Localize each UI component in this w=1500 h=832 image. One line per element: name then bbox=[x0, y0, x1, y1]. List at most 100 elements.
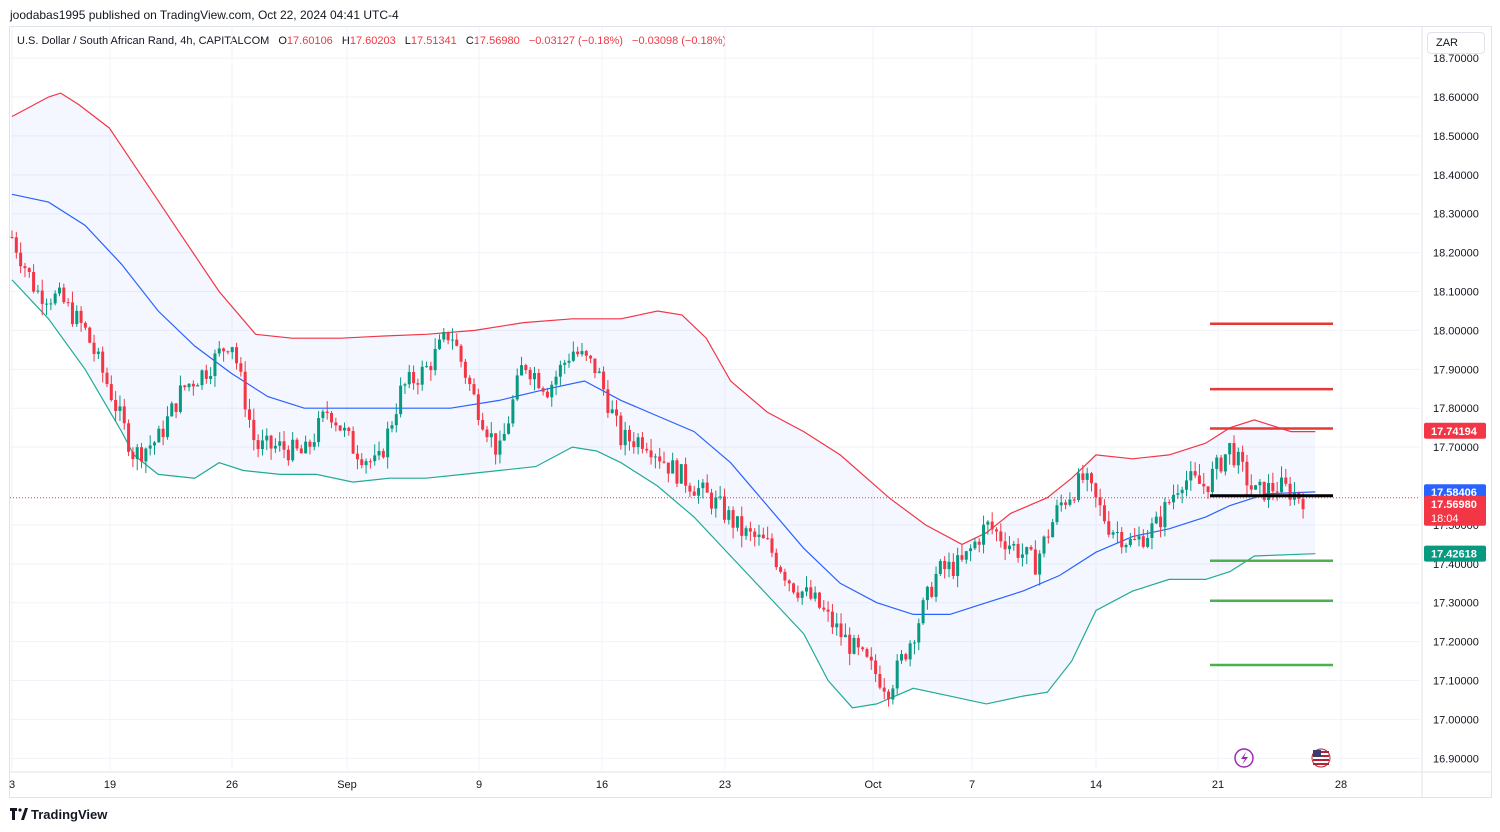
bollinger-lower-line bbox=[11, 279, 1316, 709]
price-tick-label: 18.50000 bbox=[1433, 131, 1479, 143]
candle-body bbox=[1301, 498, 1305, 510]
candle-body bbox=[852, 637, 856, 654]
candle-body bbox=[1236, 451, 1240, 466]
candle-body bbox=[532, 372, 536, 380]
price-tick-label: 17.30000 bbox=[1433, 598, 1479, 610]
candle-body bbox=[14, 237, 18, 253]
candle-body bbox=[761, 534, 765, 539]
candle-body bbox=[127, 423, 131, 452]
candle-body bbox=[243, 371, 247, 410]
candle-body bbox=[830, 611, 834, 628]
candle-body bbox=[1133, 538, 1137, 540]
candle-body bbox=[1258, 481, 1262, 486]
candle-body bbox=[394, 414, 398, 426]
candle-body bbox=[235, 347, 239, 364]
price-tick-label: 17.10000 bbox=[1433, 676, 1479, 688]
currency-button[interactable]: ZAR bbox=[1427, 32, 1485, 54]
candle-body bbox=[969, 548, 973, 552]
symbol-legend: U.S. Dollar / South African Rand, 4h, CA… bbox=[17, 35, 726, 47]
candle-body bbox=[908, 643, 912, 660]
candle-body bbox=[826, 609, 830, 612]
candle-body bbox=[351, 431, 355, 454]
price-tick-label: 18.00000 bbox=[1433, 325, 1479, 337]
candle-body bbox=[511, 399, 515, 424]
candle-body bbox=[174, 403, 178, 412]
candle-body bbox=[964, 551, 968, 560]
time-tick-label: 28 bbox=[1335, 779, 1347, 791]
last-price-badge bbox=[1424, 495, 1486, 526]
candle-body bbox=[545, 391, 549, 398]
candle-body bbox=[1007, 545, 1011, 550]
lightning-icon[interactable] bbox=[1234, 748, 1254, 768]
time-tick-label: Oct bbox=[864, 779, 881, 791]
candle-body bbox=[895, 660, 899, 689]
candle-body bbox=[1072, 499, 1076, 501]
candle-body bbox=[558, 364, 562, 377]
candle-body bbox=[1219, 457, 1223, 472]
candle-body bbox=[934, 573, 938, 597]
price-tick-label: 17.80000 bbox=[1433, 403, 1479, 415]
candle-body bbox=[1176, 493, 1180, 495]
us-flag-icon[interactable] bbox=[1311, 748, 1331, 768]
tradingview-logo-icon bbox=[10, 808, 28, 820]
candle-body bbox=[900, 654, 904, 661]
candle-body bbox=[1232, 443, 1236, 466]
candle-body bbox=[576, 351, 580, 355]
candle-body bbox=[1146, 537, 1150, 547]
candle-body bbox=[109, 384, 113, 401]
candle-body bbox=[515, 375, 519, 400]
candle-body bbox=[1279, 477, 1283, 493]
candle-body bbox=[748, 528, 752, 532]
candle-body bbox=[666, 462, 670, 474]
low-key: L bbox=[404, 35, 411, 47]
candle-body bbox=[191, 383, 195, 387]
candle-body bbox=[222, 348, 226, 352]
candle-body bbox=[62, 287, 66, 303]
candle-body bbox=[1210, 468, 1214, 493]
candle-body bbox=[610, 409, 614, 413]
candle-body bbox=[986, 521, 990, 525]
candle-body bbox=[23, 266, 27, 269]
candle-body bbox=[1102, 505, 1106, 522]
candle-body bbox=[995, 529, 999, 532]
time-axis[interactable]: 3 19 26 Sep 9 16 23 Oct 7 14 21 28 bbox=[9, 779, 1347, 791]
candle-body bbox=[541, 388, 545, 392]
tradingview-logo[interactable]: TradingView bbox=[10, 807, 107, 822]
candle-body bbox=[144, 448, 148, 462]
candle-body bbox=[891, 688, 895, 700]
candle-body bbox=[420, 366, 424, 385]
candle-body bbox=[597, 371, 601, 374]
candle-body bbox=[247, 409, 251, 420]
candles bbox=[10, 230, 1305, 707]
candle-body bbox=[589, 355, 593, 359]
candle-body bbox=[122, 406, 126, 424]
candle-body bbox=[502, 433, 506, 441]
candle-body bbox=[1085, 473, 1089, 480]
bollinger-upper-line bbox=[11, 92, 1316, 546]
candle-body bbox=[399, 385, 403, 415]
price-axis[interactable]: 18.70000 18.60000 18.50000 18.40000 18.30000… bbox=[1433, 53, 1479, 765]
candle-body bbox=[688, 485, 692, 492]
candle-body bbox=[1202, 483, 1206, 487]
candle-body bbox=[1267, 482, 1271, 500]
candle-body bbox=[105, 372, 109, 385]
candle-body bbox=[1150, 523, 1154, 538]
candle-body bbox=[563, 362, 567, 365]
candle-body bbox=[1167, 502, 1171, 504]
candle-body bbox=[442, 332, 446, 340]
time-tick-label: 23 bbox=[719, 779, 731, 791]
candle-body bbox=[1094, 483, 1098, 498]
candle-body bbox=[252, 419, 256, 441]
candle-body bbox=[774, 552, 778, 568]
bb-lower-badge-text: 17.42618 bbox=[1431, 549, 1477, 561]
candle-body bbox=[53, 293, 57, 304]
candle-body bbox=[118, 406, 122, 411]
candle-body bbox=[779, 567, 783, 572]
candle-body bbox=[1180, 489, 1184, 494]
chart-frame[interactable] bbox=[9, 26, 1492, 798]
candle-body bbox=[917, 623, 921, 643]
candle-body bbox=[640, 437, 644, 449]
candle-body bbox=[1055, 505, 1059, 523]
price-tick-label: 18.70000 bbox=[1433, 53, 1479, 65]
